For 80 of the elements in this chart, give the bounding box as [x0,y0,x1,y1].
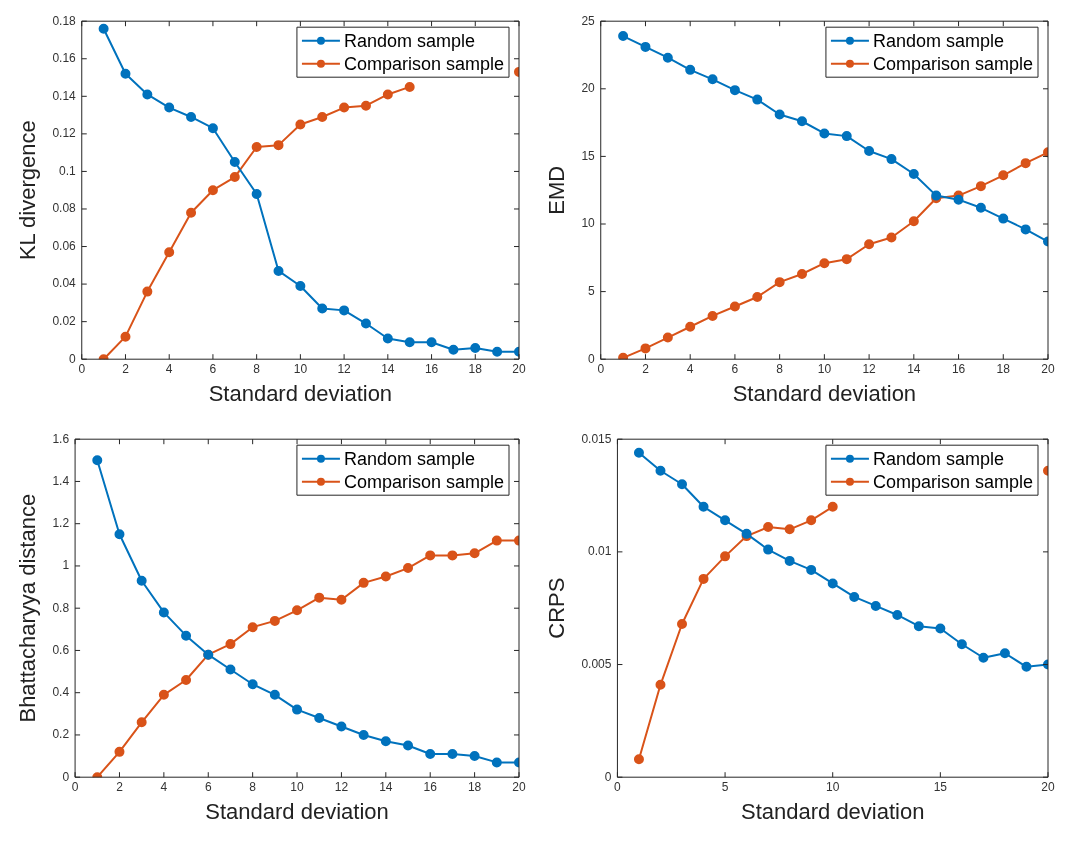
x-tick-label: 12 [334,779,349,794]
y-axis-title: CRPS [544,577,570,639]
x-tick-label: 4 [165,361,173,376]
x-tick-label: 6 [731,361,739,376]
y-tick-label: 0.015 [581,431,612,446]
y-tick-label: 1.2 [52,516,70,531]
y-tick-label: 0.8 [52,600,70,615]
x-tick-label: 4 [160,779,168,794]
x-tick-label: 15 [933,779,948,794]
y-tick-label: 0.06 [52,238,77,253]
y-tick-label: 0.4 [52,685,70,700]
x-tick-label: 6 [209,361,217,376]
y-tick-label: 0.1 [59,163,77,178]
y-tick-label: 5 [588,283,596,298]
x-tick-label: 8 [249,779,257,794]
x-tick-label: 8 [776,361,784,376]
x-tick-label: 14 [379,779,393,794]
legend-label: Random sample [872,448,1004,469]
x-tick-label: 12 [862,361,877,376]
y-tick-label: 0.01 [588,544,612,559]
x-tick-label: 8 [253,361,261,376]
x-tick-label: 20 [512,779,526,794]
y-tick-label: 0.18 [52,13,77,28]
x-tick-label: 4 [686,361,694,376]
y-tick-label: 1 [62,558,70,573]
x-tick-label: 10 [290,779,305,794]
y-tick-label: 0 [588,351,596,366]
x-axis-title: Standard deviation [205,798,389,824]
x-tick-label: 10 [826,779,840,794]
x-tick-label: 2 [642,361,650,376]
x-tick-label: 12 [337,361,352,376]
y-tick-label: 0.2 [52,727,70,742]
x-tick-label: 16 [423,779,438,794]
legend-label: Random sample [872,30,1004,51]
x-tick-label: 18 [467,779,482,794]
x-tick-label: 18 [468,361,483,376]
y-tick-label: 0.005 [581,656,612,671]
y-tick-label: 0 [604,769,612,784]
x-axis-title: Standard deviation [740,798,925,824]
x-tick-label: 16 [424,361,439,376]
x-tick-label: 16 [951,361,966,376]
y-axis-title: KL divergence [15,120,41,261]
y-tick-label: 1.4 [52,473,70,488]
x-tick-label: 20 [1041,361,1055,376]
y-tick-label: 0.12 [52,126,77,141]
y-tick-label: 0.04 [52,276,77,291]
x-tick-label: 20 [1041,779,1055,794]
x-tick-label: 2 [116,779,124,794]
x-tick-label: 0 [614,779,622,794]
x-tick-label: 10 [817,361,832,376]
y-tick-label: 20 [581,81,596,96]
x-tick-label: 14 [381,361,395,376]
y-tick-label: 10 [581,216,596,231]
y-tick-label: 1.6 [52,431,70,446]
x-axis-title: Standard deviation [732,380,917,406]
y-tick-label: 15 [581,148,596,163]
y-tick-label: 0 [69,351,77,366]
y-tick-label: 0.16 [52,51,77,66]
y-axis-title: EMD [544,165,570,215]
x-tick-label: 6 [204,779,212,794]
y-tick-label: 25 [581,13,596,28]
x-axis-title: Standard deviation [208,380,393,406]
x-tick-label: 10 [293,361,308,376]
y-tick-label: 0.14 [52,88,77,103]
legend-label: Comparison sample [343,471,505,492]
x-tick-label: 18 [996,361,1011,376]
y-tick-label: 0 [62,769,70,784]
y-axis-title: Bhattacharyya distance [15,493,41,723]
x-tick-label: 2 [122,361,130,376]
y-tick-label: 0.08 [52,201,77,216]
y-tick-label: 0.6 [52,642,70,657]
y-tick-label: 0.02 [52,313,77,328]
legend-label: Comparison sample [872,53,1034,74]
x-tick-label: 20 [512,361,526,376]
x-tick-label: 14 [907,361,921,376]
legend-label: Comparison sample [343,53,505,74]
legend-label: Random sample [343,448,475,469]
x-tick-label: 5 [721,779,729,794]
legend-label: Comparison sample [872,471,1034,492]
legend-label: Random sample [343,30,475,51]
